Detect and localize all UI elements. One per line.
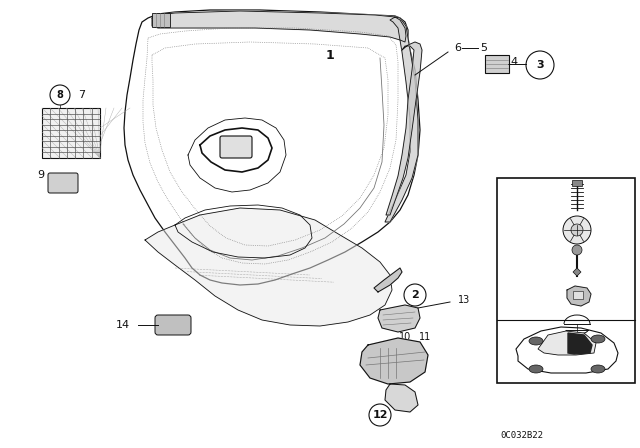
Text: 12: 12: [372, 410, 388, 420]
Text: 3: 3: [536, 60, 544, 70]
Polygon shape: [568, 333, 592, 354]
Polygon shape: [538, 331, 596, 355]
Bar: [573, 291, 583, 299]
Polygon shape: [152, 11, 406, 42]
Polygon shape: [567, 286, 591, 306]
Polygon shape: [385, 17, 418, 222]
Bar: [152, 13, 170, 27]
Bar: [42, 108, 100, 158]
Text: 5: 5: [481, 43, 488, 53]
Polygon shape: [145, 208, 392, 326]
Text: 11: 11: [419, 332, 431, 342]
Circle shape: [572, 245, 582, 255]
Text: 10: 10: [399, 332, 411, 342]
Text: 3: 3: [509, 293, 515, 303]
FancyBboxPatch shape: [48, 173, 78, 193]
Polygon shape: [385, 384, 418, 412]
Text: 8: 8: [56, 90, 63, 100]
Polygon shape: [374, 268, 402, 292]
Polygon shape: [378, 305, 420, 332]
FancyBboxPatch shape: [572, 180, 582, 186]
Polygon shape: [360, 338, 428, 384]
Text: 14: 14: [116, 320, 130, 330]
Circle shape: [563, 216, 591, 244]
FancyBboxPatch shape: [485, 55, 509, 73]
Ellipse shape: [529, 337, 543, 345]
Bar: [497, 178, 635, 383]
Text: 0C032B22: 0C032B22: [500, 431, 543, 439]
Ellipse shape: [591, 335, 605, 343]
Text: 2: 2: [509, 323, 515, 333]
Ellipse shape: [591, 365, 605, 373]
Polygon shape: [516, 327, 618, 373]
FancyBboxPatch shape: [155, 315, 191, 335]
Text: 13: 13: [458, 295, 470, 305]
Polygon shape: [573, 268, 581, 276]
Text: 6: 6: [454, 43, 461, 53]
Text: 7: 7: [78, 90, 85, 100]
FancyBboxPatch shape: [220, 136, 252, 158]
Ellipse shape: [529, 365, 543, 373]
Text: 4: 4: [510, 57, 517, 67]
Text: 1: 1: [326, 48, 334, 61]
Text: 8: 8: [509, 227, 515, 237]
Text: 12: 12: [509, 193, 522, 203]
Text: 4: 4: [509, 261, 515, 271]
Text: 9: 9: [37, 170, 44, 180]
Polygon shape: [386, 42, 422, 215]
Circle shape: [571, 224, 583, 236]
Text: 2: 2: [411, 290, 419, 300]
